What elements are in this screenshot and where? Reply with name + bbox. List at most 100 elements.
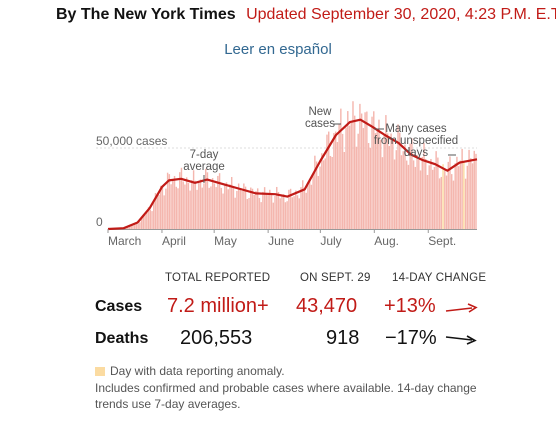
daily-case-bar [241,191,243,229]
daily-case-bar [135,222,138,229]
daily-case-bar [314,155,316,229]
daily-case-bar [173,175,176,229]
daily-case-bar [352,101,354,229]
daily-case-bar [326,134,328,229]
daily-case-bar [463,162,465,229]
daily-case-bar [236,190,238,229]
deaths-label: Deaths [95,330,149,347]
daily-case-bar [347,111,349,229]
cases-change: +13% [384,295,436,317]
daily-case-bar [154,193,157,229]
daily-case-bar [362,128,365,229]
daily-case-bar [369,147,372,229]
daily-case-bar [445,175,448,229]
daily-case-bar [343,152,346,229]
daily-case-bar [151,211,153,229]
daily-case-bar [276,186,278,229]
daily-case-bar [210,186,212,229]
daily-case-bar [338,123,340,229]
x-tick-label: Aug. [374,234,399,248]
daily-case-bar [201,187,203,229]
daily-case-bar [205,168,207,229]
daily-case-bar [196,189,198,229]
daily-case-bar [215,187,217,229]
x-tick-label: June [268,234,294,248]
daily-case-bar [307,182,309,229]
deaths-total: 206,553 [180,327,253,349]
daily-case-bar [250,187,252,229]
daily-case-bar [388,145,391,229]
daily-case-bar [333,133,335,229]
daily-case-bar [407,164,410,229]
daily-case-bar [404,144,406,229]
daily-case-bar [229,184,231,229]
daily-case-bar [395,150,398,229]
cases-on-day: 43,470 [296,295,358,317]
x-tick-label: March [108,234,141,248]
daily-case-bar [402,151,404,229]
daily-case-bar [423,143,425,229]
daily-case-bar [345,127,347,229]
daily-case-bar [272,202,275,229]
daily-case-bar [158,194,160,229]
daily-case-bar [374,133,377,229]
daily-case-bar [399,132,401,229]
daily-case-bar [211,178,214,229]
daily-case-bar [267,195,269,229]
daily-case-bar [466,165,469,229]
daily-case-bar [440,176,443,229]
daily-case-bar [414,166,417,229]
daily-case-bar [334,131,337,229]
daily-case-bar [454,163,456,229]
daily-case-bar [470,158,472,229]
daily-case-bar [383,134,385,229]
daily-case-bar [263,187,266,229]
daily-case-bar [224,183,226,229]
daily-case-bar [170,184,172,229]
daily-case-bar [187,182,190,229]
daily-case-bar [179,172,181,229]
daily-case-bar [421,156,423,229]
daily-case-bar [366,111,368,229]
daily-case-bar [213,183,216,229]
daily-case-bar [222,193,224,229]
daily-case-bar [302,180,304,229]
footnote-line-1: Includes confirmed and probable cases wh… [95,381,477,395]
annotation-many-cases: Many cases from unspecified days [374,123,458,159]
daily-case-bar [300,187,302,229]
daily-case-bar [459,160,462,229]
daily-case-bar [253,194,255,229]
daily-case-bar [246,199,249,229]
anomaly-legend-text: Day with data reporting anomaly. [110,364,285,378]
daily-case-bar [269,189,271,229]
daily-case-bar [329,155,332,229]
daily-case-bar [127,227,129,229]
daily-case-bar [308,179,311,229]
daily-case-bar [165,188,167,229]
cases-chart: 0 50,000 cases March April May June July Aug. Se… [96,101,478,248]
daily-case-bar [468,149,470,229]
daily-case-bar [132,224,134,229]
y-tick-label: 0 [96,215,103,229]
updated-timestamp: Updated September 30, 2020, 4:23 P.M. E.… [246,6,556,23]
daily-case-bar [189,190,191,229]
daily-case-bar [461,148,463,229]
byline: By The New York Times Updated September … [56,6,556,24]
anomaly-legend-swatch [95,367,105,376]
daily-case-bar [194,180,197,229]
daily-case-bar [340,108,342,229]
daily-case-bar [192,170,195,229]
seven-day-average-line [107,118,478,231]
daily-case-bar [438,178,441,229]
daily-case-bar [243,183,245,229]
daily-case-bar [409,143,411,229]
daily-case-bar [426,174,429,229]
daily-case-bar [442,164,444,229]
daily-case-bar [428,165,430,229]
daily-case-bar [444,169,446,229]
daily-case-bar [296,195,299,229]
daily-case-bar [419,170,422,229]
daily-case-bar [328,131,330,229]
spanish-link[interactable]: Leer en español [224,41,332,58]
daily-case-bar [279,198,281,229]
